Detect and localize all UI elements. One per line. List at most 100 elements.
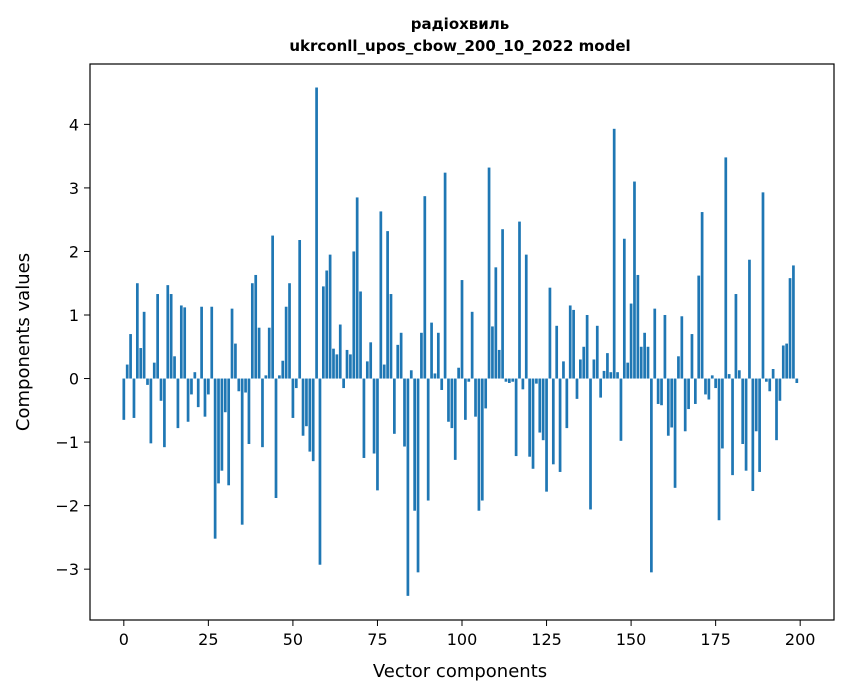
bar-2 bbox=[129, 334, 132, 379]
bar-148 bbox=[622, 238, 626, 379]
bar-171 bbox=[700, 212, 704, 379]
bar-167 bbox=[687, 378, 690, 410]
bar-127 bbox=[551, 378, 555, 465]
bar-110 bbox=[494, 267, 498, 379]
bar-78 bbox=[386, 231, 389, 379]
y-axis-label: Components values bbox=[13, 253, 34, 431]
bar-155 bbox=[646, 346, 650, 379]
bar-194 bbox=[778, 378, 782, 401]
bar-50 bbox=[291, 378, 295, 418]
bar-66 bbox=[345, 349, 349, 379]
bar-56 bbox=[311, 378, 315, 462]
bar-89 bbox=[423, 196, 427, 379]
bar-128 bbox=[555, 325, 559, 379]
bar-120 bbox=[528, 378, 531, 457]
bar-65 bbox=[342, 378, 345, 389]
bar-94 bbox=[440, 378, 444, 390]
bar-187 bbox=[754, 378, 758, 432]
chart-title: радіохвиль bbox=[411, 15, 510, 33]
bar-156 bbox=[650, 378, 653, 573]
bar-125 bbox=[545, 378, 548, 492]
bar-83 bbox=[403, 378, 406, 447]
bar-174 bbox=[710, 375, 714, 379]
bar-87 bbox=[416, 378, 420, 573]
bar-122 bbox=[535, 378, 538, 384]
bar-135 bbox=[579, 359, 582, 379]
bar-40 bbox=[257, 327, 261, 379]
bar-49 bbox=[288, 283, 291, 379]
bar-142 bbox=[602, 370, 606, 379]
bar-124 bbox=[541, 378, 545, 441]
bar-192 bbox=[771, 369, 775, 379]
y-tick-label: −2 bbox=[55, 497, 79, 516]
y-tick-label: 0 bbox=[69, 370, 79, 389]
y-tick-label: −3 bbox=[55, 560, 79, 579]
bar-27 bbox=[213, 378, 217, 539]
bar-191 bbox=[768, 378, 772, 392]
x-tick-label: 150 bbox=[616, 630, 647, 649]
bar-179 bbox=[727, 374, 731, 379]
bar-157 bbox=[653, 308, 657, 379]
bar-74 bbox=[372, 378, 376, 454]
y-tick-label: 3 bbox=[69, 179, 79, 198]
bar-1 bbox=[125, 364, 129, 379]
bar-106 bbox=[480, 378, 484, 501]
bar-9 bbox=[152, 362, 156, 379]
bar-58 bbox=[318, 378, 322, 565]
bar-53 bbox=[301, 378, 305, 436]
bar-93 bbox=[436, 332, 440, 379]
bar-143 bbox=[606, 353, 609, 379]
bar-36 bbox=[244, 378, 247, 393]
bar-23 bbox=[200, 306, 203, 379]
bar-100 bbox=[460, 280, 464, 379]
bar-33 bbox=[234, 343, 237, 379]
bar-129 bbox=[558, 378, 562, 472]
bar-0 bbox=[122, 378, 126, 420]
bar-63 bbox=[335, 354, 339, 379]
bar-32 bbox=[230, 308, 234, 379]
bar-158 bbox=[656, 378, 660, 404]
bar-68 bbox=[352, 251, 356, 379]
bar-108 bbox=[487, 167, 491, 379]
bar-37 bbox=[247, 378, 251, 444]
bar-29 bbox=[220, 378, 224, 471]
bar-105 bbox=[477, 378, 481, 511]
bar-96 bbox=[447, 378, 450, 422]
bar-46 bbox=[278, 375, 281, 379]
bar-150 bbox=[629, 303, 633, 379]
bar-22 bbox=[196, 378, 200, 408]
bar-71 bbox=[362, 378, 366, 458]
bar-146 bbox=[616, 372, 619, 379]
bar-118 bbox=[521, 378, 525, 390]
bar-114 bbox=[507, 378, 511, 383]
bar-164 bbox=[677, 356, 680, 379]
bar-117 bbox=[518, 221, 521, 379]
bar-145 bbox=[612, 128, 616, 379]
bar-67 bbox=[349, 354, 352, 379]
bar-75 bbox=[376, 378, 379, 491]
x-axis-label: Vector components bbox=[373, 661, 547, 682]
bar-99 bbox=[457, 367, 460, 379]
bar-189 bbox=[761, 192, 765, 379]
bar-109 bbox=[491, 326, 494, 379]
bar-130 bbox=[562, 361, 565, 379]
bar-14 bbox=[169, 294, 173, 379]
bar-180 bbox=[731, 378, 734, 476]
bar-116 bbox=[514, 378, 518, 457]
bar-8 bbox=[149, 378, 153, 444]
bar-39 bbox=[254, 274, 258, 379]
x-tick-label: 100 bbox=[447, 630, 478, 649]
bar-76 bbox=[379, 211, 383, 379]
bar-11 bbox=[159, 378, 163, 401]
bar-133 bbox=[572, 309, 575, 379]
bar-47 bbox=[281, 360, 285, 379]
bar-62 bbox=[332, 348, 335, 379]
bar-16 bbox=[176, 378, 180, 429]
bar-38 bbox=[250, 283, 254, 379]
x-tick-label: 175 bbox=[700, 630, 731, 649]
bar-69 bbox=[355, 197, 359, 379]
bar-4 bbox=[135, 283, 139, 379]
bar-35 bbox=[240, 378, 244, 525]
bar-26 bbox=[210, 306, 214, 379]
